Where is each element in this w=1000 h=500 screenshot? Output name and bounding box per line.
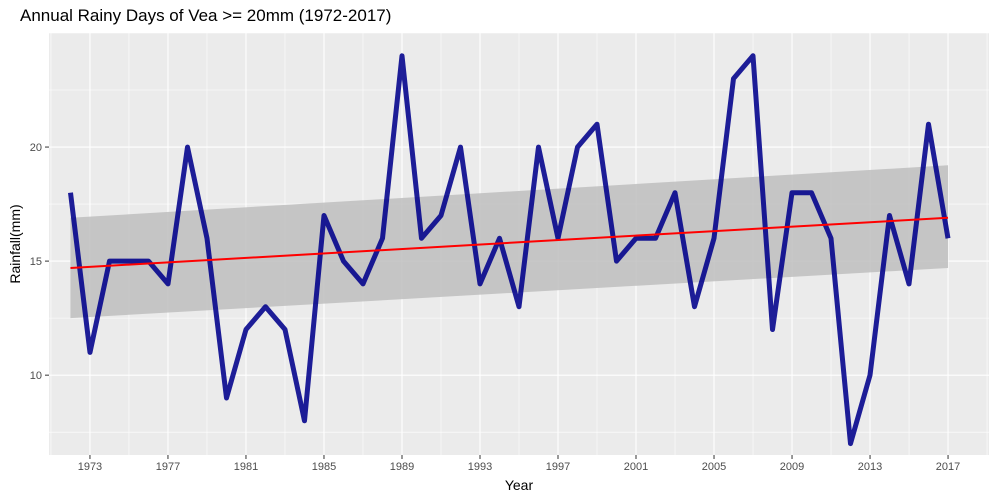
confidence-band-area (70, 165, 949, 319)
x-tick-label: 1993 (468, 461, 492, 473)
chart-title: Annual Rainy Days of Vea >= 20mm (1972-2… (20, 6, 392, 25)
x-tick-label: 2013 (858, 461, 882, 473)
x-tick-label: 2017 (936, 461, 960, 473)
y-axis-ticks: 10 15 20 (30, 142, 49, 382)
x-tick-label: 1973 (78, 461, 102, 473)
confidence-band (70, 165, 949, 319)
y-tick-label: 20 (30, 142, 42, 154)
x-tick-label: 2009 (780, 461, 804, 473)
x-axis-ticks: 1973 1977 1981 1985 1989 1993 1997 2001 2005 2009… (78, 455, 960, 473)
y-tick-label: 15 (30, 256, 42, 268)
x-tick-label: 2005 (702, 461, 726, 473)
trend-line (70, 216, 949, 269)
trend-layer (70, 216, 949, 269)
x-axis-title: Year (505, 477, 534, 493)
x-tick-label: 1989 (390, 461, 414, 473)
y-axis-title: Rainfall(mm) (7, 204, 23, 283)
x-tick-label: 1997 (546, 461, 570, 473)
x-tick-label: 1977 (156, 461, 180, 473)
x-tick-label: 1985 (312, 461, 336, 473)
series-layer (68, 53, 951, 447)
x-tick-label: 2001 (624, 461, 648, 473)
series-line (68, 53, 951, 447)
x-tick-label: 1981 (234, 461, 258, 473)
y-tick-label: 10 (30, 370, 42, 382)
